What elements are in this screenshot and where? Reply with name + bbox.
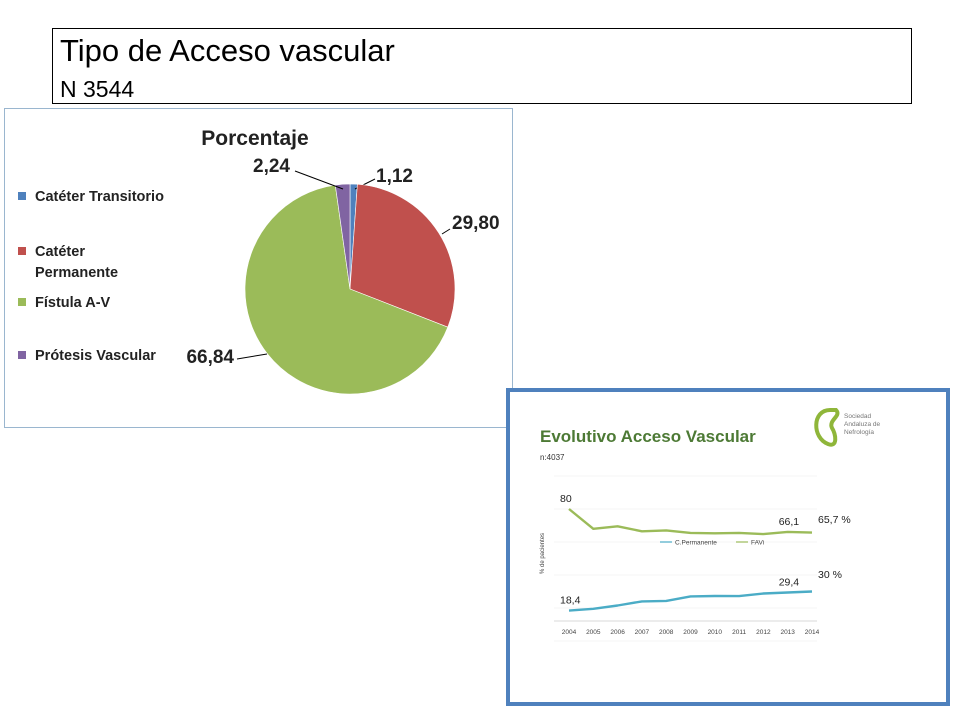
evo-xtick-0: 2004: [562, 629, 577, 636]
legend-swatch-1: [18, 247, 26, 255]
legend-swatch-2: [18, 298, 26, 306]
legend-label-1: Catéter: [35, 244, 85, 260]
evolution-chart-image: Evolutivo Acceso Vascular n:4037 Sociedad A…: [512, 394, 944, 700]
evo-xtick-5: 2009: [683, 629, 698, 636]
evo-series-line-1: [568, 590, 813, 612]
pie-value-label-2: 66,84: [186, 347, 234, 368]
evo-xtick-4: 2008: [659, 629, 674, 636]
evo-point-label-1-0: 18,4: [560, 595, 581, 607]
evo-point-label-1-9: 29,4: [779, 576, 800, 588]
evo-point-label-0-9: 66,1: [779, 516, 800, 528]
legend-swatch-0: [18, 192, 26, 200]
evo-series-line-0: [568, 508, 813, 536]
legend-label-3: Prótesis Vascular: [35, 348, 156, 364]
evo-point-label-0-0: 80: [560, 493, 572, 505]
pie-leader-line-3: [294, 170, 344, 190]
pie-chart-panel: Porcentaje 1,12 29,80 66,84 2,24 Catéter Tran…: [4, 108, 513, 428]
slide-title-box: Tipo de Acceso vascular N 3544: [52, 28, 912, 104]
pie-leader-line-2: [236, 353, 268, 360]
pie-leader-line-1: [441, 228, 451, 235]
legend-label-2: Fístula A-V: [35, 295, 111, 311]
evo-legend-label-1: FAVi: [751, 540, 764, 547]
evo-xtick-6: 2010: [708, 629, 723, 636]
pie-value-label-1: 29,80: [452, 213, 500, 234]
evolution-chart: Evolutivo Acceso Vascular n:4037 SociedadA…: [540, 408, 881, 642]
legend-swatch-3: [18, 351, 26, 359]
evo-xtick-1: 2005: [586, 629, 601, 636]
evo-title: Evolutivo Acceso Vascular: [540, 427, 756, 446]
legend-label-0: Catéter Transitorio: [35, 189, 164, 205]
evo-xtick-2: 2006: [610, 629, 625, 636]
pie-slice-2: [244, 184, 449, 395]
evo-n-label: n:4037: [540, 453, 565, 462]
logo-text-0: Sociedad: [844, 413, 871, 420]
evo-xtick-7: 2011: [732, 629, 746, 636]
logo-icon: [814, 408, 840, 447]
evo-legend-label-0: C.Permanente: [675, 540, 717, 547]
evo-xtick-9: 2013: [780, 629, 795, 636]
evo-xtick-10: 2014: [805, 629, 820, 636]
pie-value-label-3: 2,24: [253, 156, 290, 177]
pie-title: Porcentaje: [201, 127, 308, 150]
pie-chart: Porcentaje 1,12 29,80 66,84 2,24 Catéter Tran…: [18, 127, 500, 395]
evo-end-label-0: 65,7 %: [818, 514, 851, 526]
pie-slice-3: [334, 183, 351, 290]
evo-end-label-1: 30 %: [818, 569, 842, 581]
logo-text-1: Andaluza de: [844, 421, 881, 428]
evo-ylabel: % de pacientes: [540, 533, 546, 574]
legend-label-1-line-1: Permanente: [35, 265, 118, 281]
slide-subtitle: N 3544: [60, 76, 135, 102]
evolution-chart-panel: Evolutivo Acceso Vascular n:4037 Sociedad A…: [506, 388, 950, 706]
evo-xtick-8: 2012: [756, 629, 771, 636]
slide-title: Tipo de Acceso vascular: [60, 33, 395, 68]
pie-value-label-0: 1,12: [376, 166, 413, 187]
pie-slice-1: [349, 183, 456, 328]
evo-xtick-3: 2007: [635, 629, 650, 636]
logo-text-2: Nefrología: [844, 429, 874, 436]
